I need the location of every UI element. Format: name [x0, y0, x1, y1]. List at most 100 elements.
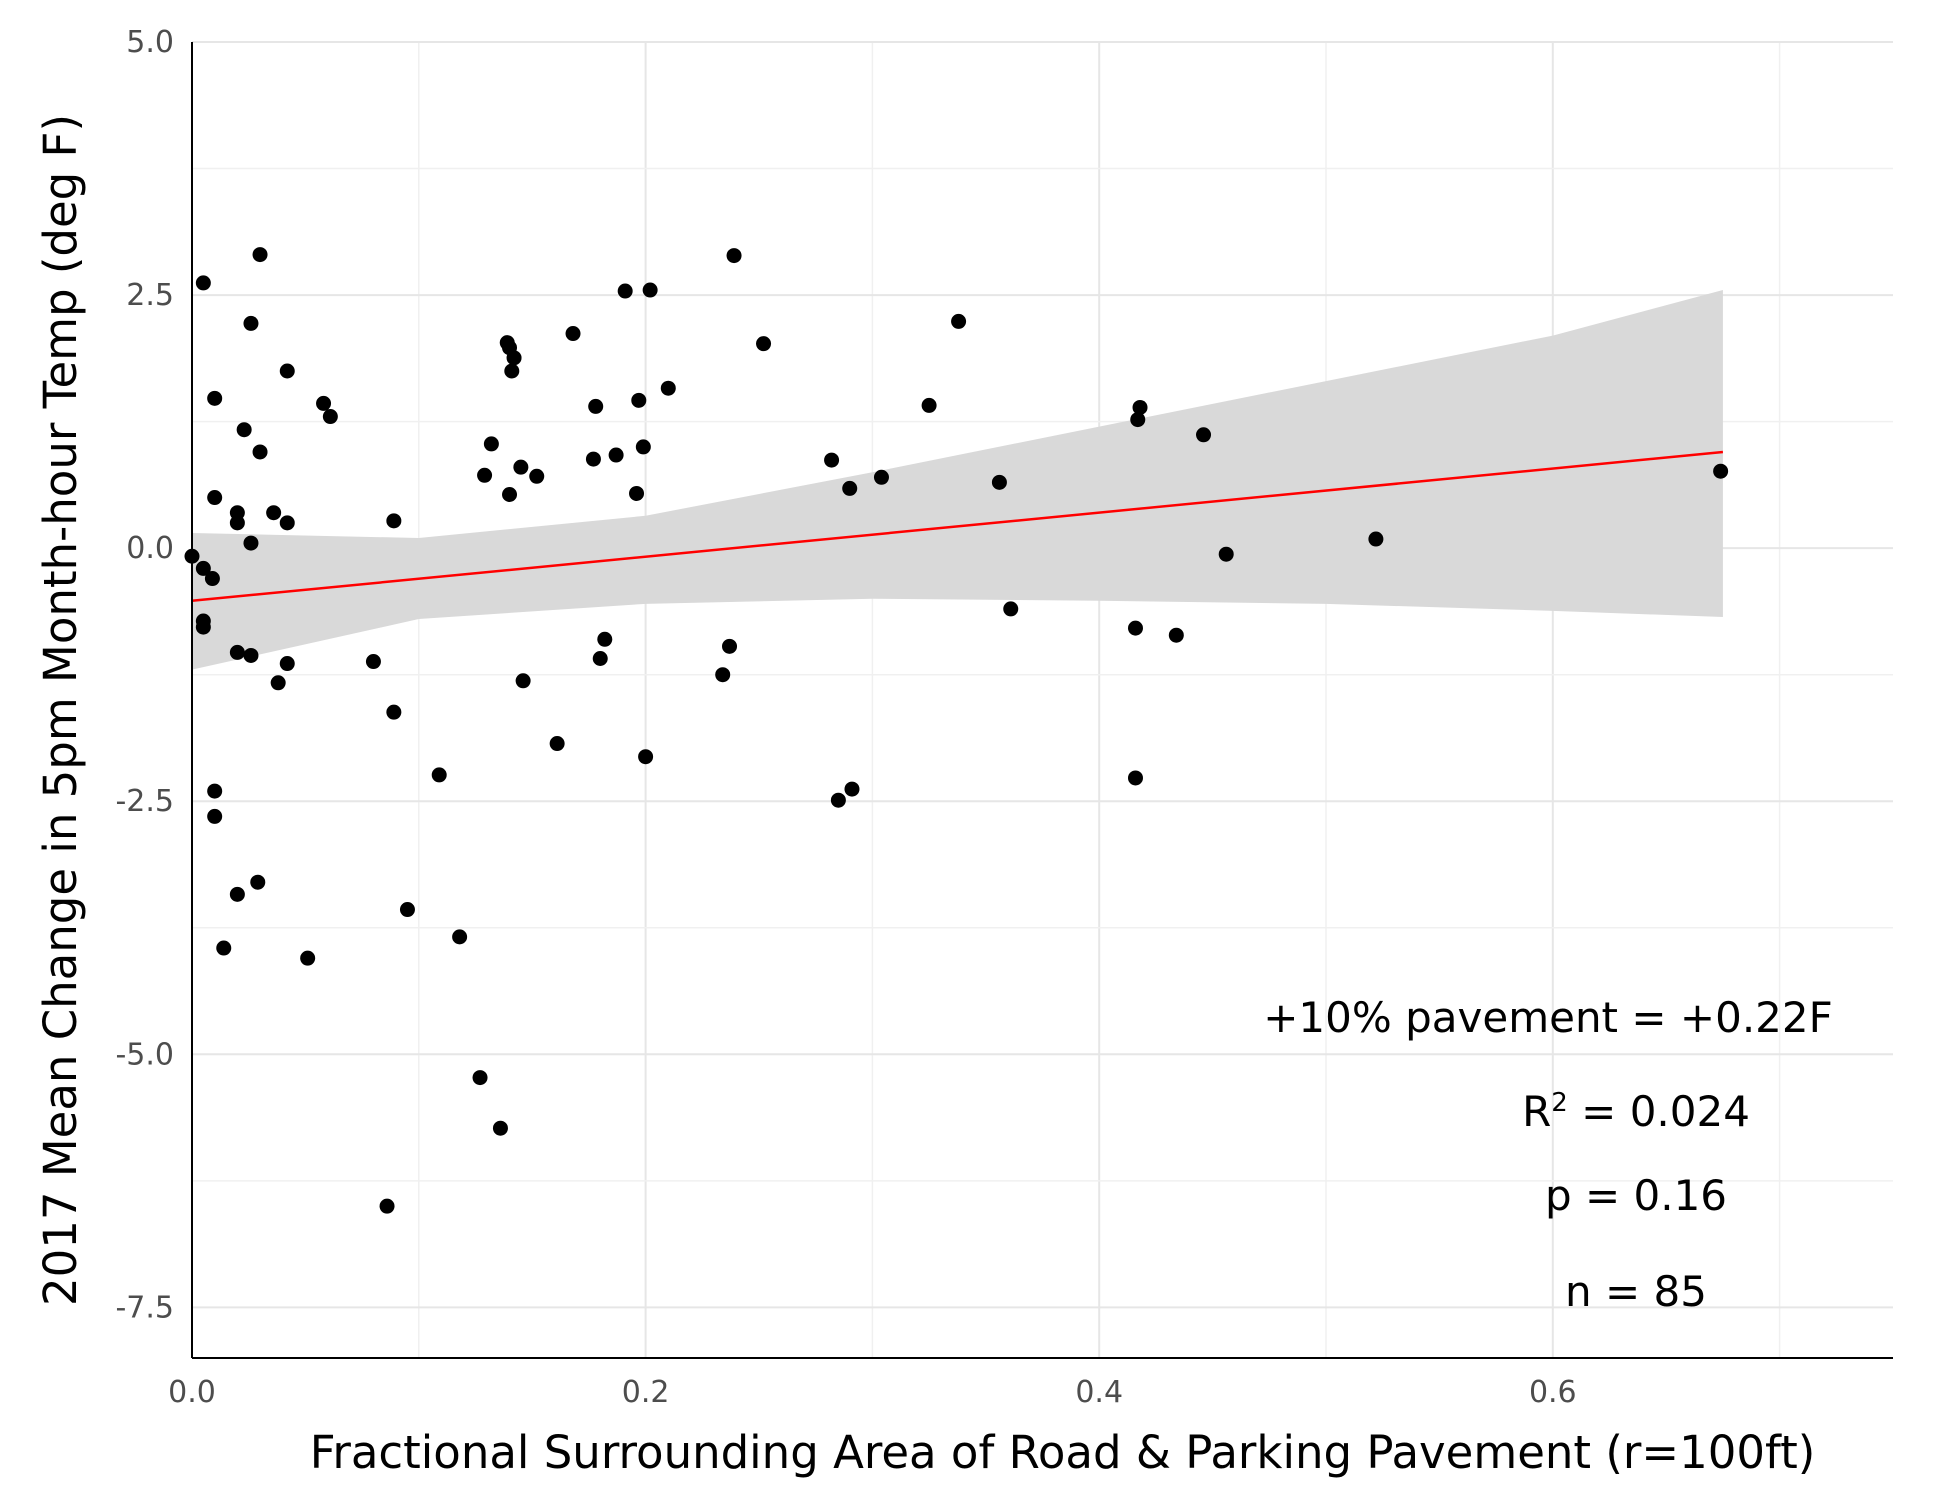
x-tick-label: 0.4: [1075, 1375, 1123, 1410]
data-point: [842, 480, 858, 496]
data-point: [452, 929, 468, 945]
r-squared-label: R: [1522, 1087, 1551, 1136]
data-point: [207, 390, 223, 406]
data-point: [216, 940, 232, 956]
data-points: [184, 247, 1729, 1214]
data-point: [316, 395, 332, 411]
data-point: [592, 650, 608, 666]
data-point: [597, 631, 613, 647]
data-point: [565, 326, 581, 342]
data-point: [722, 638, 738, 654]
data-point: [472, 1070, 488, 1086]
data-point: [1168, 627, 1184, 643]
data-point: [243, 315, 259, 331]
data-point: [506, 350, 522, 366]
data-point: [513, 459, 529, 475]
data-point: [1368, 531, 1384, 547]
data-point: [250, 874, 266, 890]
r-squared-superscript: 2: [1551, 1088, 1568, 1118]
y-tick-label: -7.5: [115, 1290, 174, 1325]
slope-annotation: +10% pavement = +0.22F: [1263, 993, 1833, 1042]
data-point: [951, 313, 967, 329]
data-point: [252, 247, 268, 263]
data-point: [431, 767, 447, 783]
data-point: [399, 902, 415, 918]
data-point: [236, 422, 252, 438]
data-point: [1713, 463, 1729, 479]
data-point: [279, 363, 295, 379]
data-point: [585, 451, 601, 467]
data-point: [1130, 412, 1146, 428]
data-point: [483, 436, 499, 452]
data-point: [873, 469, 889, 485]
data-point: [515, 673, 531, 689]
data-point: [252, 444, 268, 460]
x-axis-title: Fractional Surrounding Area of Road & Pa…: [310, 1426, 1816, 1479]
data-point: [266, 505, 282, 521]
y-tick-label: -5.0: [115, 1037, 174, 1072]
data-point: [631, 392, 647, 408]
data-point: [207, 808, 223, 824]
x-tick-label: 0.0: [168, 1375, 216, 1410]
data-point: [243, 535, 259, 551]
data-point: [204, 571, 220, 587]
data-point: [1132, 399, 1148, 415]
data-point: [756, 336, 772, 352]
data-point: [502, 487, 518, 503]
data-point: [229, 644, 245, 660]
data-point: [642, 282, 658, 298]
regression-line: [191, 450, 1724, 603]
x-tick-label: 0.2: [622, 1375, 670, 1410]
data-point: [492, 1120, 508, 1136]
data-point: [1127, 620, 1143, 636]
r-squared-value: = 0.024: [1568, 1087, 1750, 1136]
data-point: [629, 485, 645, 501]
data-point: [830, 792, 846, 808]
data-point: [386, 513, 402, 529]
data-point: [549, 736, 565, 752]
data-point: [279, 515, 295, 531]
n-annotation: n = 85: [1565, 1267, 1707, 1316]
data-point: [195, 560, 211, 576]
y-axis-title: 2017 Mean Change in 5pm Month-hour Temp …: [34, 114, 87, 1306]
data-point: [608, 447, 624, 463]
x-tick-label: 0.6: [1529, 1375, 1577, 1410]
data-point: [270, 675, 286, 691]
grid: [191, 41, 1893, 1358]
data-point: [844, 781, 860, 797]
data-point: [617, 283, 633, 299]
data-point: [1196, 427, 1212, 443]
data-point: [660, 380, 676, 396]
r-squared-annotation: R2 = 0.024: [1522, 1087, 1750, 1136]
data-point: [726, 248, 742, 264]
y-tick-label: 2.5: [126, 278, 174, 313]
data-point: [504, 363, 520, 379]
data-point: [1003, 601, 1019, 617]
p-value-annotation: p = 0.16: [1545, 1171, 1727, 1220]
data-point: [322, 409, 338, 425]
y-tick-label: -2.5: [115, 784, 174, 819]
data-point: [635, 439, 651, 455]
confidence-band: [192, 290, 1723, 670]
y-tick-label: 5.0: [126, 25, 174, 60]
data-point: [1218, 546, 1234, 562]
data-point: [229, 515, 245, 531]
data-point: [243, 647, 259, 663]
data-point: [477, 467, 493, 483]
data-point: [715, 667, 731, 683]
data-point: [379, 1198, 395, 1214]
data-point: [300, 950, 316, 966]
data-point: [279, 656, 295, 672]
data-point: [195, 619, 211, 635]
data-point: [386, 704, 402, 720]
data-point: [207, 490, 223, 506]
data-point: [207, 783, 223, 799]
data-point: [195, 275, 211, 291]
data-point: [921, 397, 937, 413]
data-point: [365, 654, 381, 670]
data-point: [824, 452, 840, 468]
tick-labels: 0.0 0.2 0.4 0.6 5.0 2.5 0.0 -2.5 -5.0 -7.5: [115, 25, 1576, 1410]
data-point: [991, 474, 1007, 490]
data-point: [638, 749, 654, 765]
